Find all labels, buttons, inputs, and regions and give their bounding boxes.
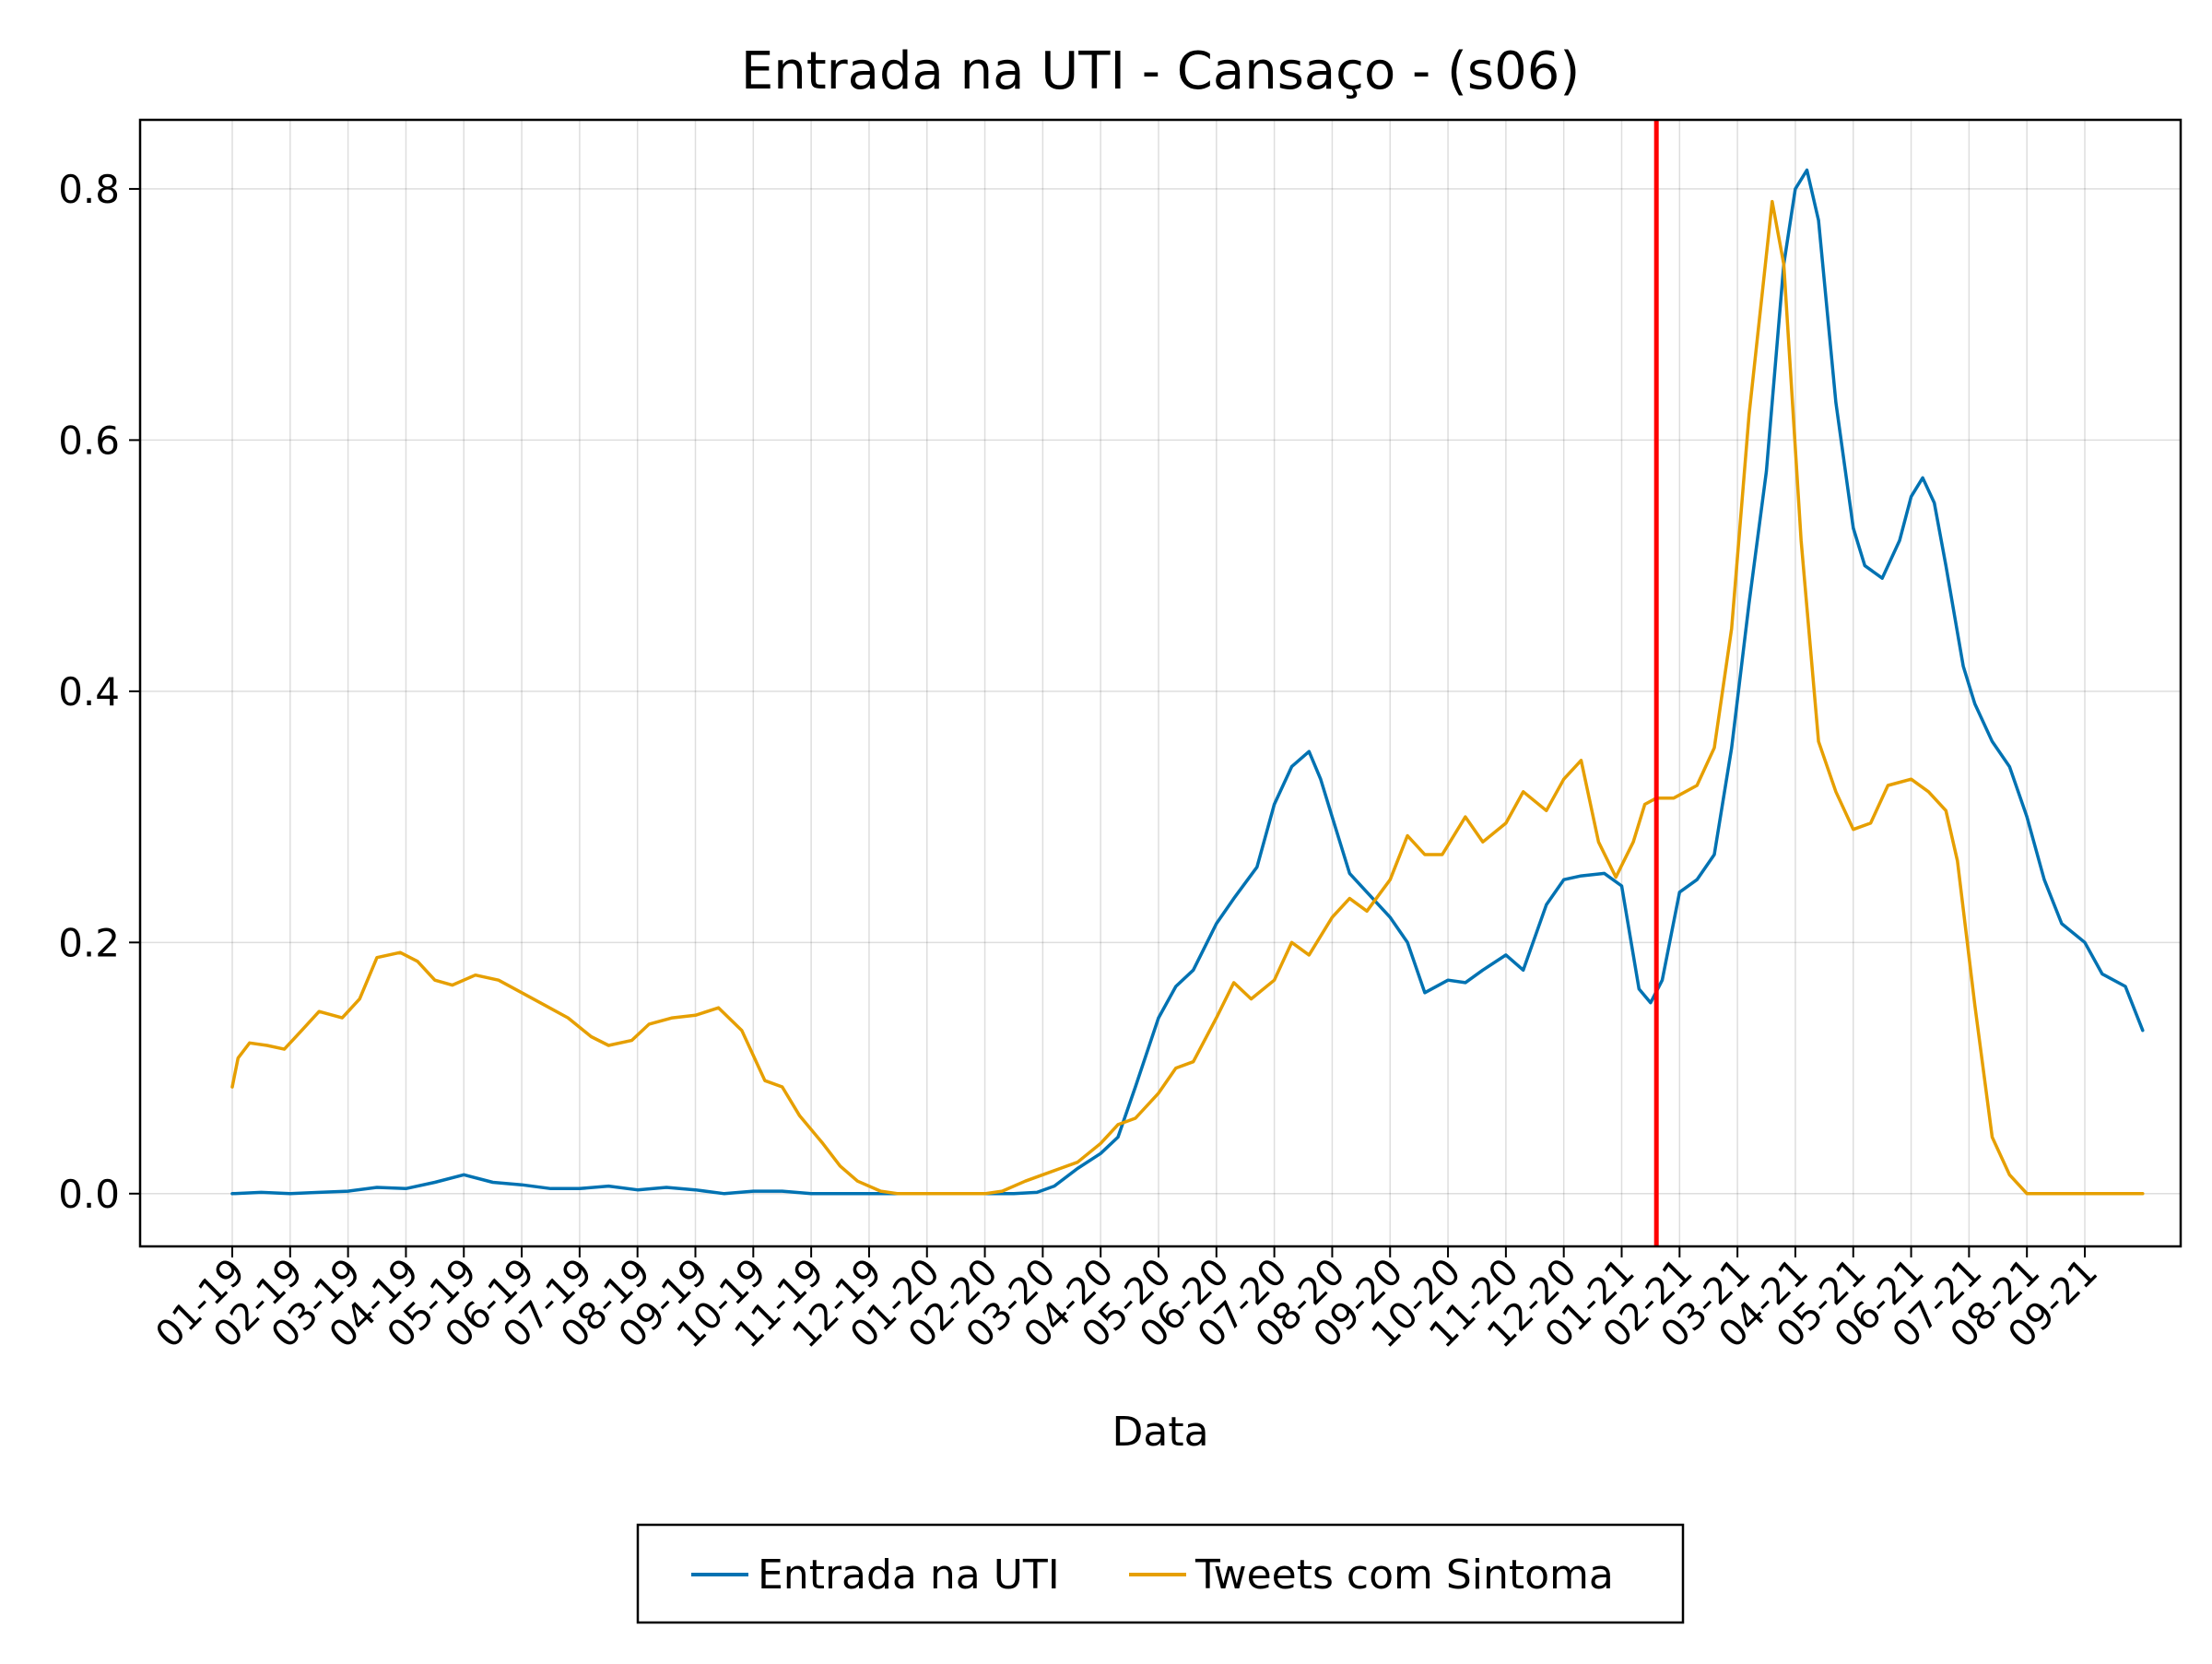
x-axis-label: Data xyxy=(1112,1409,1208,1456)
legend-label: Tweets com Sintoma xyxy=(1194,1552,1614,1599)
series-lines xyxy=(230,168,2145,1196)
plot-frame xyxy=(138,118,2183,1248)
x-axis-ticks: 01-1902-1903-1904-1905-1906-1907-1908-19… xyxy=(147,1246,2106,1356)
y-axis-ticks: 0.0 0.2 0.4 0.6 0.8 xyxy=(58,167,140,1217)
grid-lines xyxy=(140,120,2181,1246)
legend-label: Entrada na UTI xyxy=(758,1552,1060,1599)
y-tick-label: 0.0 xyxy=(58,1172,120,1217)
y-tick-label: 0.4 xyxy=(58,669,120,714)
y-tick-label: 0.6 xyxy=(58,418,120,463)
legend: Entrada na UTI Tweets com Sintoma xyxy=(636,1523,1685,1624)
chart-title: Entrada na UTI - Cansaço - (s06) xyxy=(741,41,1580,101)
series-line-entrada-na-uti xyxy=(230,168,2145,1196)
series-line-tweets-com-sintoma xyxy=(230,199,2145,1196)
y-tick-label: 0.2 xyxy=(58,920,120,965)
y-tick-label: 0.8 xyxy=(58,167,120,212)
